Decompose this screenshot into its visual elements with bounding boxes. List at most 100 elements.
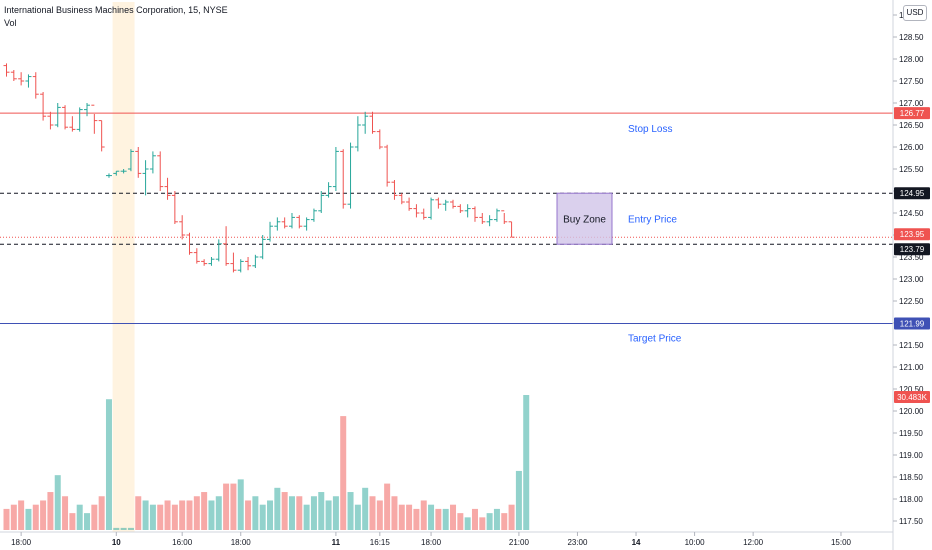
ohlc-bar bbox=[10, 70, 17, 81]
ohlc-bar bbox=[149, 151, 156, 174]
ohlc-bar bbox=[391, 180, 398, 200]
volume-bar bbox=[135, 496, 142, 530]
ohlc-bar bbox=[296, 215, 303, 229]
target-price-label: Target Price bbox=[628, 333, 682, 344]
price-tick-label: 120.00 bbox=[899, 407, 924, 416]
volume-bar bbox=[369, 496, 376, 530]
volume-bar bbox=[354, 504, 361, 530]
volume-bar bbox=[105, 399, 112, 530]
ohlc-bar bbox=[508, 221, 515, 238]
ohlc-bar bbox=[325, 182, 332, 198]
entry-high-axis-label-bg bbox=[894, 187, 930, 200]
ohlc-bar bbox=[127, 149, 134, 172]
volume-bar bbox=[288, 496, 295, 530]
currency-button[interactable]: USD bbox=[903, 5, 927, 21]
ohlc-bar bbox=[186, 232, 193, 255]
ohlc-bar bbox=[369, 111, 376, 134]
time-tick-label: 16:15 bbox=[370, 538, 391, 547]
volume-bar bbox=[237, 479, 244, 530]
volume-bar bbox=[471, 508, 478, 530]
ohlc-bar bbox=[223, 226, 230, 266]
volume-bar bbox=[420, 500, 427, 530]
volume-bar bbox=[208, 500, 215, 530]
volume-bar bbox=[3, 508, 10, 530]
ohlc-bar bbox=[501, 210, 508, 224]
time-tick-label: 16:00 bbox=[172, 538, 193, 547]
volume-bar bbox=[201, 492, 208, 530]
symbol-title[interactable]: International Business Machines Corporat… bbox=[4, 5, 228, 15]
price-tick-label: 125.50 bbox=[899, 165, 924, 174]
volume-indicator-label[interactable]: Vol bbox=[4, 18, 17, 28]
price-axis[interactable]: 117.50 118.00 118.50 119.00 119.50 120.00 120.… bbox=[892, 0, 932, 550]
ohlc-bar bbox=[406, 197, 413, 211]
price-tick-label: 127.00 bbox=[899, 99, 924, 108]
time-tick-label: 23:00 bbox=[567, 538, 588, 547]
volume-bar bbox=[259, 504, 266, 530]
volume-bar bbox=[274, 487, 281, 530]
volume-bar bbox=[54, 475, 61, 530]
volume-bar bbox=[149, 504, 156, 530]
volume-axis-label-bg bbox=[894, 391, 930, 403]
price-axis-labels: 126.77 124.95 123.95 123.79 121.99 30.483K bbox=[894, 107, 930, 403]
price-tick-label: 123.00 bbox=[899, 275, 924, 284]
price-tick-label: 118.00 bbox=[899, 495, 923, 504]
session-break-highlight bbox=[112, 2, 135, 532]
volume-bar bbox=[413, 508, 420, 530]
ohlc-bar bbox=[25, 74, 32, 88]
price-tick-label: 126.50 bbox=[899, 121, 924, 130]
volume-bar bbox=[486, 513, 493, 530]
ohlc-bar bbox=[208, 257, 215, 266]
ohlc-bar bbox=[267, 221, 274, 242]
volume-bar bbox=[406, 504, 413, 530]
annotations[interactable]: Buy Zone Stop Loss Entry Price Target Price bbox=[556, 124, 682, 344]
ohlc-bar bbox=[384, 144, 391, 187]
target-axis-label: 121.99 bbox=[900, 319, 925, 328]
volume-bar bbox=[127, 527, 134, 530]
volume-bar bbox=[457, 513, 464, 530]
ohlc-bar bbox=[245, 257, 252, 271]
ohlc-bar bbox=[237, 259, 244, 273]
volume-bar bbox=[62, 496, 69, 530]
volume-bar bbox=[69, 513, 76, 530]
volume-bar bbox=[398, 504, 405, 530]
ohlc-bar bbox=[98, 120, 105, 152]
ohlc-bar bbox=[413, 204, 420, 218]
ohlc-bar bbox=[347, 142, 354, 209]
volume-bar bbox=[84, 513, 91, 530]
volume-bar bbox=[25, 508, 32, 530]
volume-bar bbox=[501, 513, 508, 530]
ohlc-bar bbox=[40, 92, 47, 121]
volume-bar bbox=[10, 504, 17, 530]
ohlc-bar bbox=[120, 169, 127, 174]
volume-axis-label: 30.483K bbox=[897, 393, 927, 402]
ohlc-bar bbox=[84, 103, 91, 117]
volume-bar bbox=[493, 508, 500, 530]
ohlc-bar bbox=[91, 104, 98, 134]
ohlc-bar bbox=[47, 111, 54, 130]
level-lines[interactable] bbox=[0, 112, 893, 324]
volume-bar bbox=[193, 496, 200, 530]
ohlc-bar bbox=[3, 63, 10, 77]
volume-bar bbox=[91, 504, 98, 530]
price-tick-label: 119.50 bbox=[899, 429, 923, 438]
volume-bar bbox=[303, 504, 310, 530]
price-axis-background bbox=[893, 0, 932, 550]
entry-high-axis-label: 124.95 bbox=[900, 189, 925, 198]
volume-bar bbox=[332, 496, 339, 530]
volume-bar bbox=[340, 416, 347, 530]
ohlc-bar bbox=[486, 215, 493, 227]
ohlc-bar bbox=[318, 191, 325, 213]
volume-bar bbox=[376, 500, 383, 530]
volume-bar bbox=[230, 483, 237, 530]
volume-bars bbox=[3, 395, 530, 530]
price-tick-label: 127.50 bbox=[899, 77, 924, 86]
volume-bar bbox=[223, 483, 230, 530]
volume-bar bbox=[325, 500, 332, 530]
ohlc-bar bbox=[340, 149, 347, 209]
volume-bar bbox=[76, 504, 83, 530]
time-axis[interactable]: 18:00 10 16:00 18:00 11 16:15 18:00 21:00 23:00 1… bbox=[0, 531, 893, 547]
ohlc-bar bbox=[450, 199, 457, 209]
price-tick-label: 119.00 bbox=[899, 451, 923, 460]
ohlc-bar bbox=[428, 197, 435, 220]
